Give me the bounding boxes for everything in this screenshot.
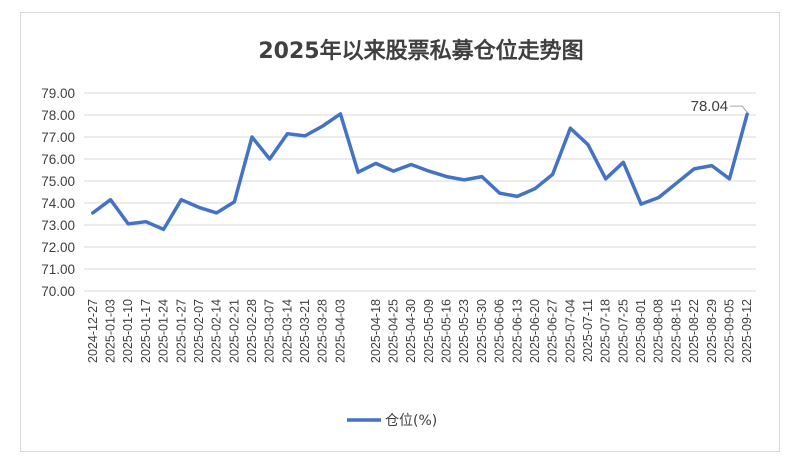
x-tick-label: 2025-08-08 <box>652 299 666 363</box>
x-tick-label: 2025-01-10 <box>121 299 135 363</box>
data-point <box>604 177 607 180</box>
data-point <box>144 220 148 223</box>
y-tick-label: 76.00 <box>41 152 75 167</box>
data-point <box>692 167 696 171</box>
data-point <box>109 198 112 201</box>
data-point <box>286 132 289 135</box>
x-tick-label: 2025-05-16 <box>440 299 454 363</box>
y-axis-ticks: 70.00 71.00 72.00 73.00 74.00 75.00 76.00 77.00… <box>41 86 75 299</box>
data-point <box>551 173 554 176</box>
x-tick-label: 2025-07-18 <box>599 299 613 363</box>
data-point <box>303 134 307 138</box>
x-tick-label: 2025-03-14 <box>280 299 294 363</box>
y-tick-label: 74.00 <box>41 196 75 211</box>
data-point <box>445 175 448 178</box>
annotations: 78.04 <box>691 98 748 115</box>
x-tick-label: 2025-08-22 <box>687 299 701 363</box>
data-point <box>339 112 342 116</box>
y-tick-label: 70.00 <box>41 284 75 299</box>
x-tick-label: 2025-04-18 <box>369 299 383 363</box>
x-tick-label: 2025-05-23 <box>457 299 471 363</box>
x-tick-label: 2025-09-05 <box>722 299 736 363</box>
x-tick-label: 2025-03-21 <box>298 299 312 363</box>
y-tick-label: 78.00 <box>41 108 75 123</box>
x-tick-label: 2025-02-07 <box>192 299 206 363</box>
data-point <box>91 211 95 215</box>
annotation-leader <box>730 105 748 113</box>
data-point <box>516 195 519 198</box>
x-tick-label: 2025-07-25 <box>616 299 630 363</box>
data-point <box>215 211 218 215</box>
x-tick-label: 2025-05-30 <box>475 299 489 363</box>
x-tick-label: 2025-08-29 <box>705 299 719 363</box>
x-tick-label: 2025-07-11 <box>581 299 595 362</box>
x-tick-label: 2025-06-13 <box>510 299 524 363</box>
x-tick-label: 2025-06-27 <box>546 299 560 363</box>
chart-title: 2025年以来股票私募仓位走势图 <box>258 38 583 64</box>
x-tick-label: 2025-08-01 <box>634 299 648 363</box>
x-tick-label: 2025-08-15 <box>669 299 683 363</box>
x-tick-label: 2025-06-06 <box>493 299 507 363</box>
x-tick-label: 2025-01-27 <box>174 299 188 363</box>
y-tick-label: 73.00 <box>41 218 75 233</box>
data-point <box>392 169 395 173</box>
data-point <box>268 157 271 161</box>
data-label: 78.04 <box>691 98 729 115</box>
series-group <box>91 112 749 232</box>
line-chart: 2025年以来股票私募仓位走势图 70.00 71.00 72.00 73.00 74.… <box>41 38 756 429</box>
data-point <box>197 206 201 209</box>
y-tick-label: 77.00 <box>41 130 75 145</box>
data-point <box>710 164 713 167</box>
x-tick-label: 2025-03-07 <box>263 299 277 363</box>
x-tick-label: 2025-06-20 <box>528 299 542 363</box>
series-line <box>91 112 749 232</box>
data-point <box>463 178 466 182</box>
data-point <box>533 187 537 190</box>
x-tick-label: 2025-09-12 <box>740 299 754 363</box>
x-tick-label: 2025-01-24 <box>157 299 171 363</box>
data-point <box>180 198 183 201</box>
data-point <box>745 112 749 116</box>
x-tick-label: 2025-04-03 <box>333 299 347 363</box>
legend-label: 仓位(%) <box>385 413 437 429</box>
data-point <box>427 169 431 173</box>
grid-lines <box>84 92 756 292</box>
x-tick-label: 2024-12-27 <box>86 299 100 363</box>
data-point <box>162 228 165 231</box>
x-tick-label: 2025-01-03 <box>104 299 118 363</box>
x-axis-ticks: 2024-12-27 2025-01-03 2025-01-10 2025-01-17… <box>86 299 754 363</box>
data-point <box>409 163 413 166</box>
y-tick-label: 79.00 <box>41 86 75 101</box>
chart-frame: 2025年以来股票私募仓位走势图 70.00 71.00 72.00 73.00 74.… <box>20 12 780 452</box>
data-point <box>622 161 625 164</box>
x-tick-label: 2025-02-28 <box>245 299 259 363</box>
x-tick-label: 2025-03-28 <box>316 299 330 363</box>
x-tick-label: 2025-02-14 <box>210 299 224 363</box>
data-point <box>127 222 130 226</box>
data-point <box>675 182 678 185</box>
legend[interactable]: 仓位(%) <box>347 413 437 429</box>
data-point <box>480 175 484 178</box>
y-tick-label: 75.00 <box>41 174 75 189</box>
data-point <box>498 191 501 195</box>
x-tick-label: 2025-07-04 <box>563 299 577 363</box>
x-tick-label: 2025-02-21 <box>227 299 241 363</box>
data-point <box>233 200 236 204</box>
data-point <box>657 196 660 199</box>
data-point <box>569 127 572 130</box>
x-tick-label: 2025-04-25 <box>386 299 400 363</box>
y-tick-label: 72.00 <box>41 240 75 255</box>
data-point <box>639 202 643 206</box>
y-tick-label: 71.00 <box>41 262 75 277</box>
data-point <box>250 135 254 139</box>
x-tick-label: 2025-04-30 <box>404 299 418 363</box>
x-tick-label: 2025-01-17 <box>139 299 153 363</box>
data-point <box>586 143 590 146</box>
x-tick-label: 2025-05-09 <box>422 299 436 363</box>
data-point <box>321 124 324 128</box>
data-point <box>728 177 731 180</box>
data-point <box>356 171 360 174</box>
data-point <box>374 162 377 165</box>
